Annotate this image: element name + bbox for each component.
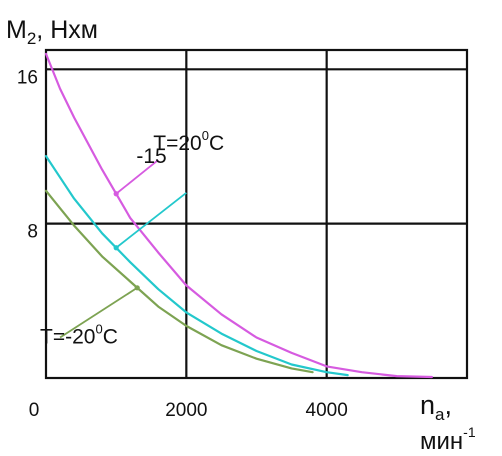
series-line-2: [44, 189, 314, 374]
y-tick-label-0: 8: [27, 222, 38, 243]
x-tick-label-1: 2000: [165, 400, 207, 421]
grid: [44, 48, 469, 380]
annotation-leader-1: [115, 192, 187, 249]
tick-labels: 0 2000 4000 8 16: [17, 67, 348, 421]
annotation-leader-0: [115, 159, 159, 195]
series-line-1: [44, 155, 349, 377]
series-line-0: [44, 52, 433, 379]
series-label-1: -15: [136, 145, 166, 168]
x-axis-label: na,: [420, 390, 452, 424]
x-tick-label-2: 4000: [306, 400, 348, 421]
series-label-0: T=200C: [153, 128, 224, 155]
y-axis-label: M2, Нхм: [6, 16, 98, 48]
series-lines: [44, 52, 433, 379]
annotation-dot-0: [113, 191, 119, 197]
series-label-2: T=-200C: [40, 321, 118, 348]
y-tick-label-1: 16: [17, 67, 38, 88]
x-tick-label-0: 0: [29, 400, 40, 421]
annotation-leader-2: [59, 287, 138, 339]
plot-frame: [44, 48, 469, 380]
x-unit-label: мин-1: [420, 424, 476, 455]
annotation-dot-2: [134, 285, 140, 291]
series-annotations: T=200C-15 T=-200C: [40, 128, 224, 349]
annotation-dot-1: [113, 245, 119, 251]
